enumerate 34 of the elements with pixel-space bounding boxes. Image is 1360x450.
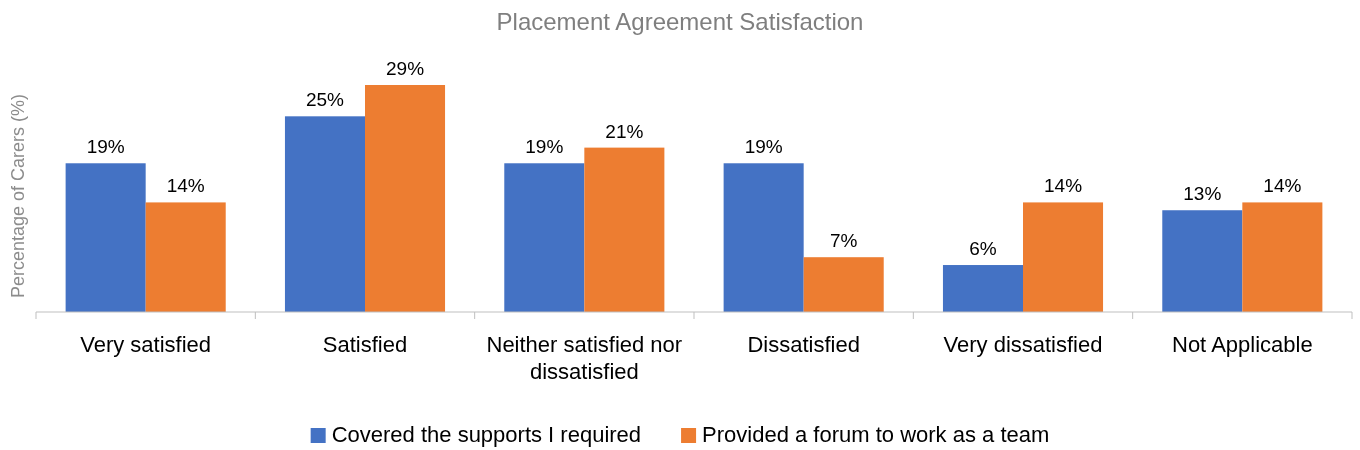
bar	[803, 257, 884, 312]
data-label: 7%	[829, 230, 858, 252]
x-tick-label: Very satisfied	[80, 332, 212, 357]
bar	[145, 202, 226, 312]
legend-label: Covered the supports I required	[331, 422, 642, 447]
bar	[504, 163, 585, 312]
data-label: 21%	[605, 120, 644, 142]
bar	[1162, 210, 1243, 312]
data-label: 13%	[1183, 183, 1222, 205]
bar	[284, 116, 365, 312]
data-label: 19%	[744, 136, 783, 158]
data-label: 19%	[525, 136, 564, 158]
bar	[1242, 202, 1323, 312]
chart-title: Placement Agreement Satisfaction	[496, 8, 864, 35]
x-tick-label: Not Applicable	[1172, 332, 1313, 357]
data-label: 14%	[166, 175, 205, 197]
data-label: 14%	[1044, 175, 1083, 197]
bar	[1023, 202, 1104, 312]
x-tick-label: Neither satisfied nor dissatisfied	[486, 332, 683, 384]
data-label: 25%	[305, 89, 345, 111]
x-tick-label: Satisfied	[322, 332, 408, 357]
data-label: 29%	[386, 58, 425, 79]
data-label: 19%	[86, 136, 125, 158]
y-axis-title: Percentage of Carers (%)	[8, 93, 28, 299]
data-label: 14%	[1263, 175, 1302, 197]
bar	[942, 265, 1023, 312]
x-tick-label: Dissatisfied	[747, 332, 860, 357]
legend-label: Provided a forum to work as a team	[702, 422, 1050, 447]
data-label: 6%	[969, 238, 997, 260]
bar	[65, 163, 146, 312]
bar	[365, 85, 446, 312]
bar	[723, 163, 804, 312]
x-tick-label: Very dissatisfied	[943, 332, 1103, 357]
bar	[584, 147, 665, 312]
